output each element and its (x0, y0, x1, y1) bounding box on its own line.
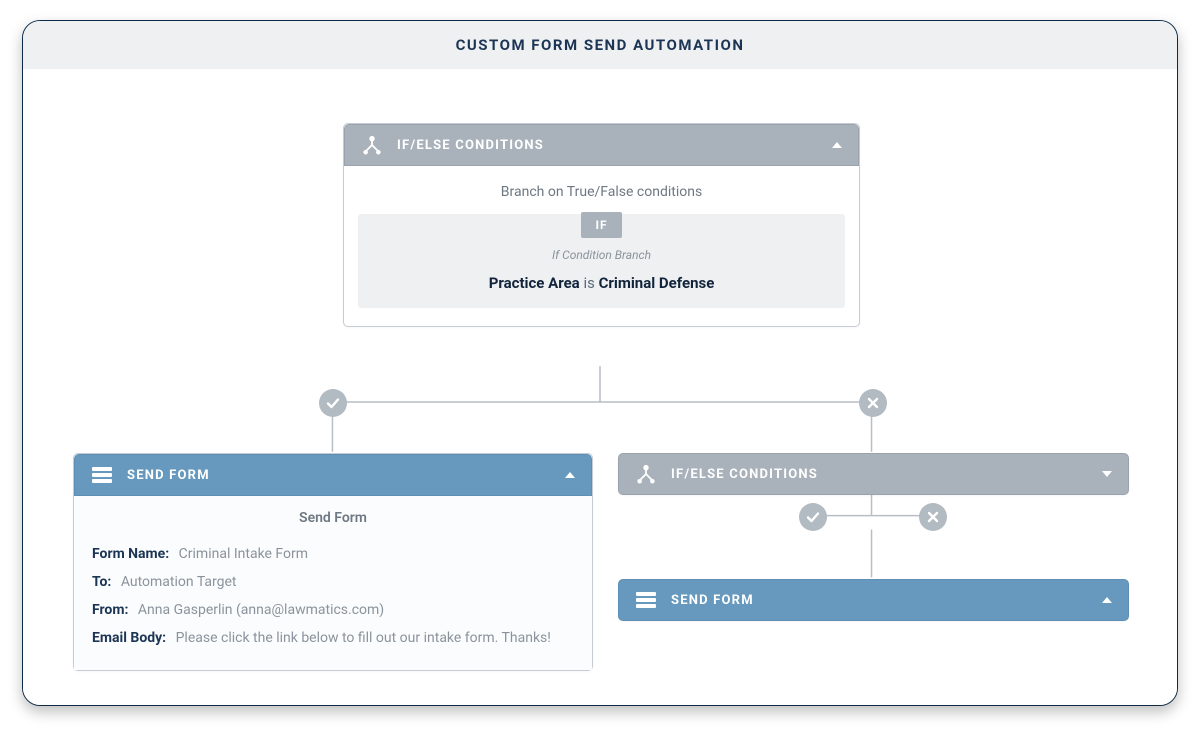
check-badge (799, 503, 827, 531)
panel-title: CUSTOM FORM SEND AUTOMATION (456, 36, 745, 54)
email-body-row: Email Body: Please click the link below … (92, 624, 574, 652)
ifelse-right-label: IF/ELSE CONDITIONS (671, 467, 818, 482)
chevron-up-icon[interactable] (832, 142, 842, 148)
from-row: From: Anna Gasperlin (anna@lawmatics.com… (92, 596, 574, 624)
condition-operator: is (583, 274, 594, 292)
send-form-right-header[interactable]: SEND FORM (618, 579, 1129, 621)
email-body-value: Please click the link below to fill out … (176, 630, 551, 646)
if-caption: If Condition Branch (358, 248, 845, 262)
chevron-up-icon[interactable] (565, 472, 575, 478)
ifelse-subtitle: Branch on True/False conditions (358, 184, 845, 200)
condition-field: Practice Area (489, 274, 580, 292)
ifelse-right-node[interactable]: IF/ELSE CONDITIONS (618, 453, 1129, 495)
to-row: To: Automation Target (92, 568, 574, 596)
condition-value: Criminal Defense (599, 274, 715, 292)
from-label: From: (92, 602, 128, 618)
send-form-left-body: Send Form Form Name: Criminal Intake For… (74, 496, 592, 670)
ifelse-root-header[interactable]: IF/ELSE CONDITIONS (344, 124, 859, 166)
automation-panel: CUSTOM FORM SEND AUTOMATION (22, 20, 1178, 706)
to-label: To: (92, 574, 111, 590)
ifelse-right-header[interactable]: IF/ELSE CONDITIONS (618, 453, 1129, 495)
ifelse-root-label: IF/ELSE CONDITIONS (397, 138, 544, 153)
to-value: Automation Target (121, 574, 237, 590)
if-pill: IF (581, 212, 621, 238)
if-condition-text: Practice Area is Criminal Defense (358, 274, 845, 292)
panel-header: CUSTOM FORM SEND AUTOMATION (23, 21, 1177, 69)
form-name-value: Criminal Intake Form (179, 546, 308, 562)
send-form-right-label: SEND FORM (671, 593, 754, 608)
form-icon (91, 466, 113, 484)
from-value: Anna Gasperlin (anna@lawmatics.com) (138, 602, 384, 618)
x-badge (919, 503, 947, 531)
ifelse-root-body: Branch on True/False conditions IF If Co… (344, 166, 859, 326)
if-condition-box: IF If Condition Branch Practice Area is … (358, 214, 845, 308)
ifelse-root-node[interactable]: IF/ELSE CONDITIONS Branch on True/False … (343, 123, 860, 327)
x-badge (859, 389, 887, 417)
chevron-down-icon[interactable] (1102, 471, 1112, 477)
chevron-up-icon[interactable] (1102, 597, 1112, 603)
send-form-left-node[interactable]: SEND FORM Send Form Form Name: Criminal … (73, 453, 593, 671)
form-name-row: Form Name: Criminal Intake Form (92, 540, 574, 568)
send-form-left-label: SEND FORM (127, 468, 210, 483)
email-body-label: Email Body: (92, 630, 166, 646)
form-icon (635, 591, 657, 609)
automation-canvas: IF/ELSE CONDITIONS Branch on True/False … (23, 69, 1177, 705)
form-name-label: Form Name: (92, 546, 169, 562)
send-form-left-header[interactable]: SEND FORM (74, 454, 592, 496)
send-form-right-node[interactable]: SEND FORM (618, 579, 1129, 621)
branch-icon (635, 464, 657, 484)
check-badge (319, 389, 347, 417)
send-form-subtitle: Send Form (92, 510, 574, 526)
branch-icon (361, 135, 383, 155)
